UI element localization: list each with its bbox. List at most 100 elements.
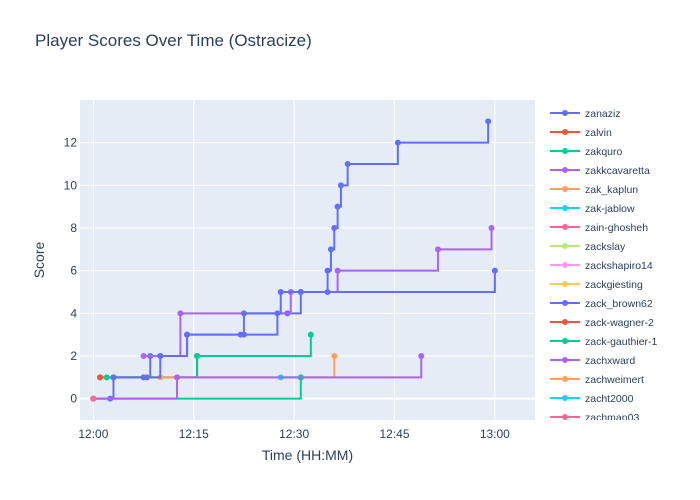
legend-marker: [562, 357, 568, 363]
legend-item-zackshapiro14[interactable]: zackshapiro14: [548, 256, 700, 275]
data-point[interactable]: [307, 331, 314, 338]
legend-item-zackslay[interactable]: zackslay: [548, 237, 700, 256]
data-point[interactable]: [485, 118, 492, 125]
data-point[interactable]: [184, 331, 191, 338]
legend-marker: [562, 281, 568, 287]
data-point[interactable]: [177, 310, 184, 317]
data-point[interactable]: [327, 246, 334, 253]
legend-label: zak-jablow: [585, 202, 635, 215]
legend-marker: [562, 224, 568, 230]
x-tick-label: 13:00: [480, 427, 510, 441]
data-point[interactable]: [97, 374, 104, 381]
legend-label: zachman03: [585, 411, 640, 421]
legend-label: zacht2000: [585, 392, 634, 405]
data-point[interactable]: [103, 374, 110, 381]
data-point[interactable]: [331, 225, 338, 231]
legend-item-zachweimert[interactable]: zachweimert: [548, 370, 700, 389]
legend-swatch: [550, 408, 582, 420]
legend-label: zackgiesting: [585, 278, 643, 291]
legend-swatch: [550, 313, 582, 332]
data-point[interactable]: [334, 267, 341, 274]
legend-swatch: [550, 218, 582, 237]
data-point[interactable]: [434, 246, 441, 253]
legend-marker: [562, 414, 568, 420]
legend-label: zanaziz: [585, 107, 621, 120]
axis-ticks: 12:00 12:15 12:30 12:45 13:00 0 2 4 6 8 10 12: [64, 136, 511, 441]
legend-label: zackslay: [585, 240, 626, 253]
legend-marker: [562, 243, 568, 249]
series-zachman03: [90, 395, 97, 402]
data-point[interactable]: [337, 182, 344, 189]
legend-marker: [562, 338, 568, 344]
y-tick-label: 12: [64, 136, 78, 150]
legend-item-zacht2000[interactable]: zacht2000: [548, 389, 700, 408]
legend-label: zachxward: [585, 354, 636, 367]
legend-item-zachman03[interactable]: zachman03: [548, 408, 700, 420]
legend-label: zackshapiro14: [585, 259, 653, 272]
series-lines: [90, 118, 498, 402]
data-point[interactable]: [334, 203, 341, 210]
legend-item-zakquro[interactable]: zakquro: [548, 142, 700, 161]
legend-item-zak-jablow[interactable]: zak-jablow: [548, 199, 700, 218]
legend-swatch: [550, 237, 582, 256]
legend: zanaziz zalvin zakquro zakkcavaretta zak_kap…: [548, 104, 700, 420]
legend-item-zachxward[interactable]: zachxward: [548, 351, 700, 370]
legend-marker: [562, 300, 568, 306]
legend-marker: [562, 167, 568, 173]
data-point[interactable]: [90, 395, 97, 402]
x-tick-label: 12:45: [379, 427, 409, 441]
y-tick-label: 10: [64, 178, 78, 192]
data-point[interactable]: [277, 289, 284, 295]
legend-swatch: [550, 142, 582, 161]
legend-item-zack-wagner-2[interactable]: zack-wagner-2: [548, 313, 700, 332]
x-tick-label: 12:30: [279, 427, 309, 441]
legend-marker: [562, 205, 568, 211]
data-point[interactable]: [324, 267, 331, 274]
legend-swatch: [550, 180, 582, 199]
x-tick-label: 12:15: [179, 427, 209, 441]
legend-item-zakkcavaretta[interactable]: zakkcavaretta: [548, 161, 700, 180]
legend-item-zanaziz[interactable]: zanaziz: [548, 104, 700, 123]
legend-label: zain-ghosheh: [585, 221, 649, 234]
data-point[interactable]: [297, 289, 304, 295]
legend-item-zack_brown62[interactable]: zack_brown62: [548, 294, 700, 313]
legend-item-zackgiesting[interactable]: zackgiesting: [548, 275, 700, 294]
legend-swatch: [550, 104, 582, 123]
legend-item-zak_kaplun[interactable]: zak_kaplun: [548, 180, 700, 199]
data-point[interactable]: [488, 225, 495, 231]
legend-label: zachweimert: [585, 373, 644, 386]
y-tick-label: 6: [70, 264, 77, 278]
legend-item-zain-ghosheh[interactable]: zain-ghosheh: [548, 218, 700, 237]
legend-swatch: [550, 275, 582, 294]
legend-label: zalvin: [585, 126, 612, 139]
legend-item-zalvin[interactable]: zalvin: [548, 123, 700, 142]
data-point[interactable]: [140, 353, 147, 359]
legend-label: zakkcavaretta: [585, 164, 650, 177]
legend-marker: [562, 110, 568, 116]
data-point[interactable]: [157, 353, 164, 359]
legend-label: zack-gauthier-1: [585, 335, 658, 348]
legend-marker: [562, 186, 568, 192]
data-point[interactable]: [491, 267, 498, 274]
legend-marker: [562, 129, 568, 135]
data-point[interactable]: [240, 310, 247, 317]
legend-swatch: [550, 389, 582, 408]
data-point[interactable]: [331, 353, 338, 359]
data-point[interactable]: [174, 374, 181, 381]
legend-item-zack-gauthier-1[interactable]: zack-gauthier-1: [548, 332, 700, 351]
data-point[interactable]: [344, 161, 351, 167]
y-tick-label: 4: [70, 306, 77, 320]
legend-marker: [562, 148, 568, 154]
legend-label: zakquro: [585, 145, 623, 158]
y-tick-label: 8: [70, 221, 77, 235]
data-point[interactable]: [110, 374, 117, 381]
data-point[interactable]: [194, 353, 201, 359]
legend-marker: [562, 395, 568, 401]
legend-label: zack_brown62: [585, 297, 653, 310]
legend-swatch: [550, 161, 582, 180]
data-point[interactable]: [394, 139, 401, 146]
legend-swatch: [550, 351, 582, 370]
legend-marker: [562, 262, 568, 268]
data-point[interactable]: [324, 289, 331, 295]
data-point[interactable]: [418, 353, 425, 359]
